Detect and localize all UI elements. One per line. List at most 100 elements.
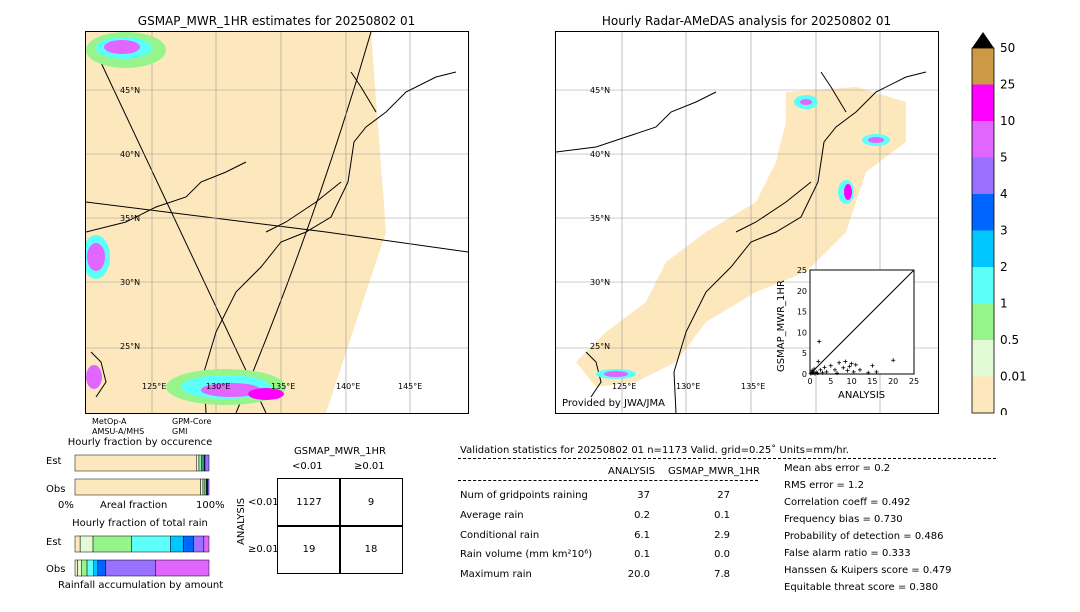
occurrence-title: Hourly fraction by occurence: [67, 437, 213, 448]
one-to-one-line: [809, 269, 915, 375]
contingency-cell: 18: [339, 525, 403, 574]
scatter-x-tick: 0: [807, 377, 812, 386]
stacked-segment: [196, 454, 200, 472]
coastline: [86, 71, 457, 413]
colorbar-label: 2: [1000, 260, 1008, 274]
total-rain-title: Hourly fraction of total rain: [72, 518, 208, 529]
contingency-title: GSMAP_MWR_1HR: [294, 446, 386, 457]
contingency-row-label: ≥0.01: [248, 544, 279, 555]
scatter-xlabel: ANALYSIS: [838, 390, 886, 401]
scatter-point: [853, 362, 858, 367]
scatter-y-tick: 15: [797, 308, 807, 317]
scatter-y-tick: 0: [802, 370, 807, 379]
stacked-segment: [79, 535, 94, 553]
scatter-point: [874, 369, 879, 374]
scatter-ylabel: GSMAP_MWR_1HR: [776, 280, 787, 372]
contingency-row-axis: ANALYSIS: [236, 497, 247, 545]
colorbar-swatch: [972, 48, 994, 85]
stacked-segment: [74, 559, 78, 577]
contingency-row-label: <0.01: [248, 497, 279, 508]
contingency-value: 19: [302, 544, 316, 555]
sensor-label: AMSU-A/MHS: [92, 427, 145, 436]
scatter-point: [866, 370, 871, 375]
scatter-point: [843, 359, 848, 364]
stacked-segment: [202, 478, 206, 496]
score-line: Frequency bias = 0.730: [784, 514, 903, 525]
scatter-y-tick: 20: [797, 287, 807, 296]
scatter-point: [822, 365, 827, 370]
colorbar-label: 3: [1000, 224, 1008, 238]
score-line: Probability of detection = 0.486: [784, 531, 944, 542]
validation-header: Validation statistics for 20250802 01 n=…: [460, 445, 849, 456]
colorbar-label: 5: [1000, 151, 1008, 165]
occurrence-xlabel: Areal fraction: [100, 500, 168, 511]
colorbar-swatch: [972, 267, 994, 304]
stacked-segment: [105, 559, 156, 577]
stacked-segment: [155, 559, 210, 577]
stat-analysis: 0.2: [634, 510, 650, 521]
stat-label: Num of gridpoints raining: [460, 490, 588, 501]
total-rain-xlabel: Rainfall accumulation by amount: [58, 580, 224, 591]
total-rain-bars: [74, 535, 210, 577]
stacked-segment: [204, 454, 210, 472]
contingency-col-label: <0.01: [292, 461, 323, 472]
scatter-point: [832, 367, 837, 372]
lon-label: 135°E: [741, 382, 766, 391]
lon-label: 135°E: [271, 382, 296, 391]
scatter-point: [837, 360, 842, 365]
scatter-point: [847, 364, 852, 369]
stacked-segment: [97, 559, 107, 577]
stat-analysis: 37: [637, 490, 650, 501]
col-header-gsmap: GSMAP_MWR_1HR: [668, 466, 760, 477]
scatter-point: [845, 368, 850, 373]
scatter-point: [857, 367, 862, 372]
lat-label: 30°N: [590, 278, 611, 287]
lat-label: 45°N: [590, 86, 611, 95]
stacked-segment: [182, 535, 194, 553]
colorbar-label: 25: [1000, 78, 1015, 92]
scatter-y-tick: 10: [797, 328, 807, 337]
colorbar-swatch: [972, 303, 994, 340]
left-map-canvas: [86, 32, 468, 413]
scatter-point: [891, 358, 896, 363]
right-map-title: Hourly Radar-AMeDAS analysis for 2025080…: [601, 14, 892, 28]
stacked-segment: [200, 478, 204, 496]
contingency-cell: 9: [339, 478, 403, 527]
scatter-point: [812, 367, 817, 372]
contingency-cell: 19: [277, 525, 341, 574]
colorbar-label: 0: [1000, 406, 1008, 415]
left-swath-area: [86, 32, 386, 413]
stat-label: Maximum rain: [460, 569, 532, 580]
swath-edge-line: [95, 51, 267, 413]
credit-label: Provided by JWA/JMA: [562, 398, 665, 409]
score-line: False alarm ratio = 0.333: [784, 548, 911, 559]
sensor-label: GMI: [172, 427, 188, 436]
swath-edge-line: [86, 201, 468, 253]
score-line: Correlation coeff = 0.492: [784, 497, 911, 508]
scatter-point: [828, 363, 833, 368]
sensor-label: GPM-Core: [172, 417, 212, 426]
contingency-cell: 1127: [277, 478, 341, 527]
stacked-segment: [74, 535, 81, 553]
colorbar-canvas: 0 0.01 0.5 1 2 3 4 5 10 25 50: [971, 32, 1027, 420]
contingency-value: 18: [364, 544, 378, 555]
stacked-segment: [203, 535, 210, 553]
stacked-segment: [74, 454, 197, 472]
colorbar-frame: [971, 47, 995, 414]
stacked-segment: [86, 559, 95, 577]
stacked-segment: [74, 478, 201, 496]
contingency-col-label: ≥0.01: [354, 461, 385, 472]
rain-patches: [596, 95, 890, 379]
stacked-segment: [131, 535, 171, 553]
score-line: RMS error = 1.2: [784, 480, 864, 491]
lat-label: 30°N: [120, 278, 141, 287]
stacked-segment: [170, 535, 184, 553]
stat-label: Average rain: [460, 510, 524, 521]
colorbar-swatch: [972, 121, 994, 158]
colorbar-swatch: [972, 376, 994, 413]
scatter-point: [808, 371, 813, 376]
scatter-point: [870, 363, 875, 368]
scatter-point: [817, 339, 822, 344]
stat-label: Conditional rain: [460, 530, 540, 541]
scatter-point: [816, 359, 821, 364]
